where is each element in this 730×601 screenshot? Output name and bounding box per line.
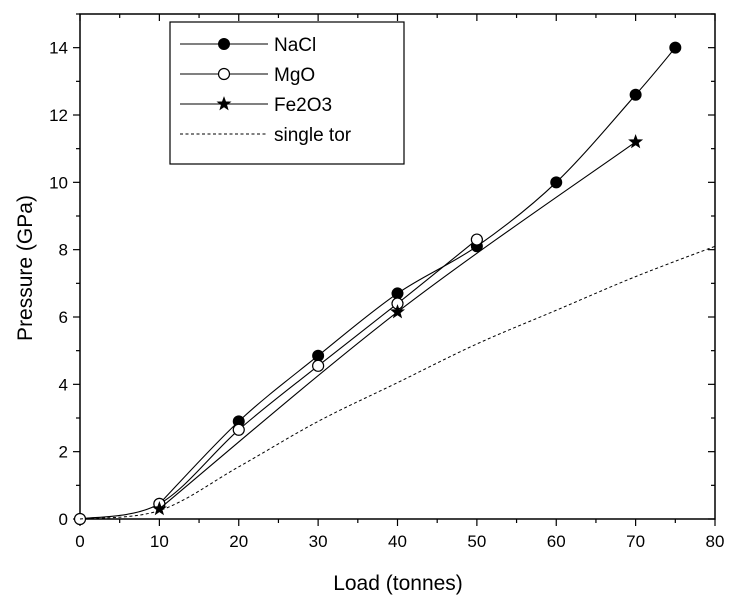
- series-mgo: [73, 233, 483, 526]
- x-tick-label: 0: [75, 532, 84, 551]
- data-point-fe2o3: [390, 304, 405, 319]
- data-point-nacl: [629, 88, 642, 101]
- x-tick-label: 30: [309, 532, 328, 551]
- legend-label-nacl: NaCl: [274, 35, 316, 56]
- series-layer: [73, 41, 716, 526]
- y-tick-label: 2: [59, 443, 68, 462]
- series-line-single-tor: [79, 245, 716, 520]
- legend-label-fe2o3: Fe2O3: [274, 95, 332, 116]
- data-point-nacl: [391, 287, 404, 300]
- x-tick-label: 60: [547, 532, 566, 551]
- data-point-nacl: [550, 176, 563, 189]
- legend-box: [169, 21, 405, 165]
- x-tick-label: 10: [150, 532, 169, 551]
- data-point-mgo: [312, 359, 325, 372]
- legend-label-mgo: MgO: [274, 65, 315, 86]
- y-tick-label: 14: [49, 39, 68, 58]
- data-point-nacl: [312, 349, 325, 362]
- data-point-fe2o3: [151, 501, 167, 516]
- data-point-fe2o3: [628, 134, 644, 149]
- series-fe2o3: [151, 134, 644, 516]
- legend-marker-mgo: [217, 67, 231, 81]
- y-tick-label: 10: [49, 173, 68, 192]
- series-line-fe2o3: [159, 141, 636, 510]
- legend-marker-nacl: [218, 38, 230, 50]
- y-tick-label: 8: [59, 241, 68, 260]
- series-single-tor: [79, 245, 716, 520]
- y-tick-label: 0: [59, 510, 68, 529]
- x-tick-label: 80: [706, 532, 725, 551]
- x-tick-label: 40: [388, 532, 407, 551]
- y-axis-title: Pressure (GPa): [14, 195, 37, 341]
- y-tick-label: 12: [49, 106, 68, 125]
- data-point-mgo: [232, 423, 245, 436]
- data-point-mgo: [470, 233, 483, 246]
- y-tick-label: 4: [59, 375, 68, 394]
- x-tick-label: 20: [229, 532, 248, 551]
- x-axis-title: Load (tonnes): [333, 572, 463, 595]
- legend-label-single-tor: single tor: [274, 125, 352, 146]
- legend-marker-fe2o3: [216, 96, 232, 111]
- x-tick-label: 50: [467, 532, 486, 551]
- x-tick-label: 70: [626, 532, 645, 551]
- y-tick-label: 6: [59, 308, 68, 327]
- legend: NaCl MgO Fe2O3 single tor: [169, 21, 405, 165]
- axis-ticks: 0 10 20 30 40 50 60 70 80 0 2 4 6 8 10 12 14: [49, 13, 725, 551]
- data-point-nacl: [669, 41, 682, 54]
